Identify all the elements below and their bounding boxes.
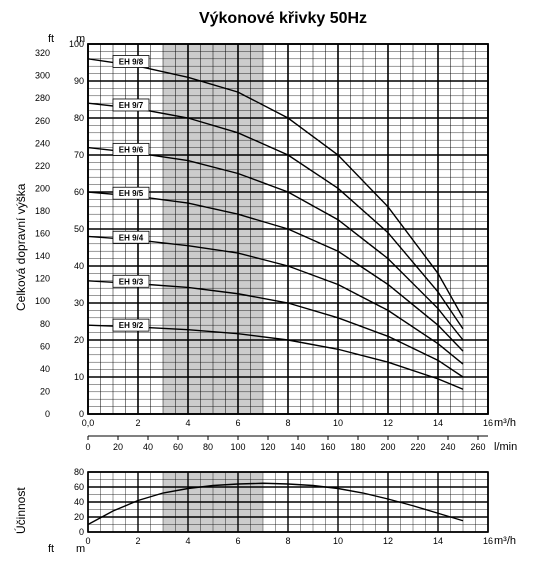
svg-text:180: 180 <box>35 206 50 216</box>
svg-text:4: 4 <box>185 536 190 546</box>
svg-text:200: 200 <box>380 442 395 452</box>
svg-text:6: 6 <box>235 418 240 428</box>
svg-text:EH 9/6: EH 9/6 <box>119 145 144 154</box>
svg-text:8: 8 <box>285 536 290 546</box>
chart-title: Výkonové křivky 50Hz <box>10 10 546 28</box>
svg-text:l/min: l/min <box>494 441 517 453</box>
svg-text:m³/h: m³/h <box>494 535 516 547</box>
svg-text:60: 60 <box>40 341 50 351</box>
eff-chart: 0 20 40 60 80 0 2 4 6 8 10 12 14 16m³/h ft m <box>28 466 528 556</box>
svg-text:320: 320 <box>35 48 50 58</box>
svg-text:220: 220 <box>410 442 425 452</box>
svg-text:60: 60 <box>74 482 84 492</box>
svg-text:12: 12 <box>383 536 393 546</box>
svg-text:30: 30 <box>74 298 84 308</box>
svg-text:260: 260 <box>35 116 50 126</box>
svg-text:ft: ft <box>48 33 54 45</box>
svg-text:100: 100 <box>69 39 84 49</box>
svg-text:10: 10 <box>333 536 343 546</box>
svg-text:20: 20 <box>74 335 84 345</box>
svg-text:160: 160 <box>35 229 50 239</box>
svg-text:20: 20 <box>74 512 84 522</box>
svg-text:12: 12 <box>383 418 393 428</box>
svg-text:100: 100 <box>35 296 50 306</box>
svg-text:6: 6 <box>235 536 240 546</box>
svg-text:m³/h: m³/h <box>494 417 516 429</box>
svg-text:40: 40 <box>40 364 50 374</box>
svg-text:20: 20 <box>113 442 123 452</box>
main-ylabel: Celková dopravní výška <box>10 32 28 462</box>
svg-text:20: 20 <box>40 386 50 396</box>
svg-text:80: 80 <box>74 467 84 477</box>
svg-text:80: 80 <box>203 442 213 452</box>
svg-text:90: 90 <box>74 76 84 86</box>
svg-text:50: 50 <box>74 224 84 234</box>
svg-text:60: 60 <box>173 442 183 452</box>
svg-text:0: 0 <box>79 527 84 537</box>
svg-text:EH 9/7: EH 9/7 <box>119 101 144 110</box>
svg-text:80: 80 <box>74 113 84 123</box>
svg-text:2: 2 <box>135 536 140 546</box>
svg-text:14: 14 <box>433 536 443 546</box>
svg-text:220: 220 <box>35 161 50 171</box>
svg-text:40: 40 <box>143 442 153 452</box>
svg-text:140: 140 <box>290 442 305 452</box>
svg-text:160: 160 <box>320 442 335 452</box>
svg-text:260: 260 <box>470 442 485 452</box>
svg-text:10: 10 <box>333 418 343 428</box>
eff-chart-wrap: Účinnost 0 20 40 60 80 0 2 4 6 8 10 12 14 16m³/h ft m <box>10 466 546 556</box>
svg-text:EH 9/2: EH 9/2 <box>119 321 144 330</box>
svg-text:140: 140 <box>35 251 50 261</box>
svg-text:EH 9/8: EH 9/8 <box>119 58 144 67</box>
main-chart: ftmEH 9/8EH 9/7EH 9/6EH 9/5EH 9/4EH 9/3E… <box>28 32 528 462</box>
svg-text:0: 0 <box>45 409 50 419</box>
svg-text:300: 300 <box>35 71 50 81</box>
svg-text:2: 2 <box>135 418 140 428</box>
svg-text:10: 10 <box>74 372 84 382</box>
svg-text:EH 9/4: EH 9/4 <box>119 233 144 242</box>
svg-text:EH 9/3: EH 9/3 <box>119 277 144 286</box>
svg-text:40: 40 <box>74 497 84 507</box>
svg-text:120: 120 <box>35 274 50 284</box>
svg-text:100: 100 <box>230 442 245 452</box>
eff-ylabel: Účinnost <box>10 466 28 556</box>
svg-text:8: 8 <box>285 418 290 428</box>
svg-text:0: 0 <box>85 442 90 452</box>
svg-text:4: 4 <box>185 418 190 428</box>
svg-text:0,0: 0,0 <box>82 418 95 428</box>
svg-text:14: 14 <box>433 418 443 428</box>
svg-text:0: 0 <box>85 536 90 546</box>
svg-text:m: m <box>76 543 85 555</box>
svg-text:EH 9/5: EH 9/5 <box>119 189 144 198</box>
svg-text:240: 240 <box>440 442 455 452</box>
svg-text:ft: ft <box>48 543 54 555</box>
svg-text:200: 200 <box>35 183 50 193</box>
svg-text:70: 70 <box>74 150 84 160</box>
svg-text:280: 280 <box>35 93 50 103</box>
main-chart-wrap: Celková dopravní výška ftmEH 9/8EH 9/7EH… <box>10 32 546 462</box>
svg-text:240: 240 <box>35 138 50 148</box>
svg-text:120: 120 <box>260 442 275 452</box>
svg-text:16: 16 <box>483 536 493 546</box>
svg-text:180: 180 <box>350 442 365 452</box>
svg-text:60: 60 <box>74 187 84 197</box>
svg-text:80: 80 <box>40 319 50 329</box>
svg-text:40: 40 <box>74 261 84 271</box>
svg-text:16: 16 <box>483 418 493 428</box>
